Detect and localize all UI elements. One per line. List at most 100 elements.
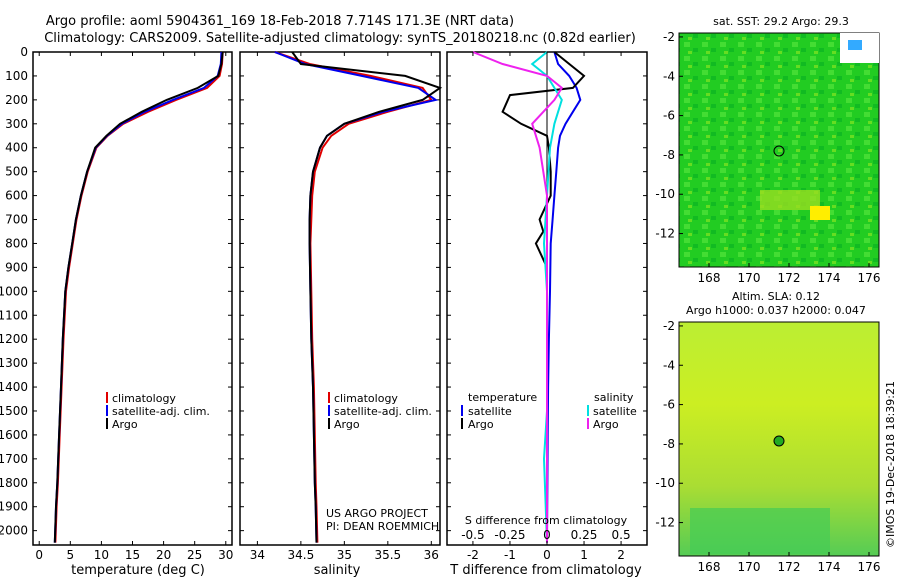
depth-axis: 0 100 200 300 400 500 600 700 800 900 1000 1100 1200… bbox=[0, 45, 647, 538]
depth-tick-label: 2000 bbox=[0, 524, 28, 538]
salinity-xticks: 34 34.5 35 35.5 36 bbox=[250, 52, 439, 562]
difference-series bbox=[472, 51, 586, 543]
x-tick-label: -0.25 bbox=[494, 528, 525, 542]
map-y-tick-label: -4 bbox=[663, 358, 675, 372]
legend-satellite: satellite-adj. clim. bbox=[334, 405, 432, 418]
series-argo bbox=[53, 51, 224, 543]
sst-map-yticks: -2 -4 -6 -8 -10 -12 bbox=[655, 30, 683, 241]
x-tick-label: 15 bbox=[125, 548, 140, 562]
map-x-tick-label: 168 bbox=[698, 271, 721, 285]
map-x-tick-label: 174 bbox=[818, 560, 841, 574]
panel-temperature bbox=[32, 51, 233, 546]
salinity-series bbox=[274, 51, 443, 543]
title-line1: Argo profile: aoml 5904361_169 18-Feb-20… bbox=[46, 14, 514, 29]
map-y-tick-label: -8 bbox=[663, 148, 675, 162]
legend-salinity: climatology satellite-adj. clim. Argo bbox=[328, 392, 432, 431]
map-y-tick-label: -6 bbox=[663, 109, 675, 123]
sst-map-title: sat. SST: 29.2 Argo: 29.3 bbox=[713, 15, 849, 28]
difference-xticks: -2 -1 0 1 2 bbox=[467, 52, 625, 562]
series-climatology bbox=[54, 51, 224, 543]
x-tick-label: 20 bbox=[156, 548, 171, 562]
temperature-xticks: 0 5 10 15 20 25 30 bbox=[35, 52, 233, 562]
x-tick-label: 5 bbox=[66, 548, 74, 562]
x-tick-label: 0 bbox=[543, 528, 551, 542]
map-x-tick-label: 174 bbox=[818, 271, 841, 285]
x-tick-label: -2 bbox=[467, 548, 479, 562]
x-tick-label: 34.5 bbox=[288, 548, 315, 562]
sla-map-title1: Altim. SLA: 0.12 bbox=[732, 290, 820, 303]
pi-label: PI: DEAN ROEMMICH bbox=[326, 520, 439, 533]
depth-tick-label: 0 bbox=[20, 45, 28, 59]
x-tick-label: 34 bbox=[250, 548, 265, 562]
series-argo bbox=[291, 51, 443, 543]
map-x-tick-label: 170 bbox=[738, 271, 761, 285]
depth-tick-label: 1100 bbox=[0, 308, 28, 322]
depth-tick-label: 1900 bbox=[0, 500, 28, 514]
legend-s-satellite: satellite bbox=[593, 405, 637, 418]
x-tick-label: 35.5 bbox=[374, 548, 401, 562]
depth-tick-label: 1700 bbox=[0, 452, 28, 466]
x-tick-label: 25 bbox=[187, 548, 202, 562]
x-tick-label: -0.5 bbox=[461, 528, 484, 542]
salinity-xlabel: salinity bbox=[314, 563, 361, 578]
depth-tick-label: 700 bbox=[5, 213, 28, 227]
x-tick-label: 0 bbox=[35, 548, 43, 562]
depth-tick-label: 500 bbox=[5, 165, 28, 179]
x-tick-label: 36 bbox=[424, 548, 439, 562]
legend-difference: temperature salinity satellite Argo sate… bbox=[461, 391, 637, 431]
depth-tick-label: 400 bbox=[5, 141, 28, 155]
legend-argo: Argo bbox=[334, 418, 360, 431]
depth-tick-label: 1800 bbox=[0, 476, 28, 490]
map-y-tick-label: -4 bbox=[663, 69, 675, 83]
credit-text: ©IMOS 19-Dec-2018 18:39:21 bbox=[884, 381, 897, 548]
map-y-tick-label: -8 bbox=[663, 437, 675, 451]
x-tick-label: 2 bbox=[617, 548, 625, 562]
x-tick-label: 30 bbox=[218, 548, 233, 562]
depth-tick-label: 200 bbox=[5, 93, 28, 107]
temperature-series bbox=[53, 51, 224, 543]
map-y-tick-label: -12 bbox=[655, 227, 675, 241]
x-tick-label: 1 bbox=[580, 548, 588, 562]
x-tick-label: 10 bbox=[94, 548, 109, 562]
legend-satellite: satellite-adj. clim. bbox=[112, 405, 210, 418]
sla-map-xticks: 168 170 172 174 176 bbox=[698, 552, 881, 574]
legend-t-argo: Argo bbox=[468, 418, 494, 431]
series-temperature-argo bbox=[501, 51, 586, 543]
depth-tick-label: 1400 bbox=[0, 380, 28, 394]
s-difference-label: S difference from climatology bbox=[465, 514, 628, 527]
map-x-tick-label: 172 bbox=[778, 560, 801, 574]
sst-profile-marker bbox=[773, 145, 785, 157]
x-tick-label: 35 bbox=[337, 548, 352, 562]
depth-tick-label: 900 bbox=[5, 260, 28, 274]
legend-climatology: climatology bbox=[112, 392, 176, 405]
map-x-tick-label: 176 bbox=[858, 560, 881, 574]
map-y-tick-label: -6 bbox=[663, 398, 675, 412]
sst-map-patch bbox=[848, 40, 862, 50]
map-x-tick-label: 176 bbox=[858, 271, 881, 285]
depth-tick-label: 100 bbox=[5, 69, 28, 83]
legend-t-satellite: satellite bbox=[468, 405, 512, 418]
depth-tick-label: 1200 bbox=[0, 332, 28, 346]
map-y-tick-label: -10 bbox=[655, 187, 675, 201]
legend-s-argo: Argo bbox=[593, 418, 619, 431]
sst-map-hot-spot bbox=[810, 206, 830, 220]
sst-map-warm-band bbox=[760, 190, 820, 210]
legend-argo: Argo bbox=[112, 418, 138, 431]
legend-temperature: climatology satellite-adj. clim. Argo bbox=[106, 392, 210, 431]
sst-map bbox=[678, 32, 880, 268]
map-y-tick-label: -2 bbox=[663, 319, 675, 333]
sla-map-low-band bbox=[690, 508, 830, 554]
map-x-tick-label: 168 bbox=[698, 560, 721, 574]
series-salinity-argo bbox=[472, 51, 564, 543]
sst-map-xticks: 168 170 172 174 176 bbox=[698, 263, 881, 285]
depth-tick-label: 1500 bbox=[0, 404, 28, 418]
map-y-tick-label: -10 bbox=[655, 476, 675, 490]
legend-salinity-title: salinity bbox=[594, 391, 634, 404]
depth-tick-label: 600 bbox=[5, 189, 28, 203]
title-line2: Climatology: CARS2009. Satellite-adjuste… bbox=[44, 31, 636, 46]
map-x-tick-label: 172 bbox=[778, 271, 801, 285]
s-difference-ticks: -0.5 -0.25 0 0.25 0.5 bbox=[461, 528, 630, 542]
legend-temperature-title: temperature bbox=[468, 391, 537, 404]
series-climatology bbox=[274, 51, 433, 543]
sla-profile-marker bbox=[773, 435, 785, 447]
